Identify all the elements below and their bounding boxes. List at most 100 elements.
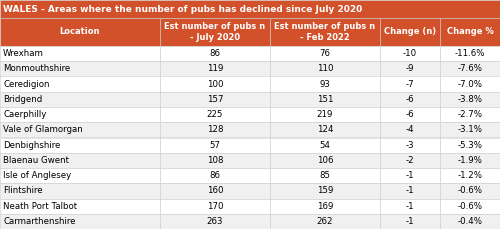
Text: -3.8%: -3.8% (458, 95, 482, 104)
Bar (0, 199, 160, 214)
Text: Est number of pubs n
- Feb 2022: Est number of pubs n - Feb 2022 (274, 22, 376, 42)
Text: WALES - Areas where the number of pubs has declined since July 2020: WALES - Areas where the number of pubs h… (3, 5, 362, 14)
Text: -7.6%: -7.6% (458, 64, 482, 73)
Text: -6: -6 (406, 95, 414, 104)
Bar (160, 107, 270, 122)
Text: 169: 169 (317, 202, 333, 211)
Bar (380, 92, 440, 107)
Text: -1: -1 (406, 217, 414, 226)
Bar (440, 183, 500, 199)
Bar (0, 61, 160, 76)
Text: 263: 263 (207, 217, 223, 226)
Text: 159: 159 (317, 186, 333, 195)
Bar (380, 61, 440, 76)
Bar (380, 214, 440, 229)
Bar (0, 0, 500, 18)
Text: Wrexham: Wrexham (3, 49, 44, 58)
Bar (0, 18, 160, 46)
Text: Monmouthshire: Monmouthshire (3, 64, 70, 73)
Bar (270, 18, 380, 46)
Bar (380, 107, 440, 122)
Bar (160, 168, 270, 183)
Bar (380, 46, 440, 61)
Bar (380, 137, 440, 153)
Bar (160, 61, 270, 76)
Text: Carmarthenshire: Carmarthenshire (3, 217, 76, 226)
Text: 54: 54 (320, 141, 330, 150)
Text: 85: 85 (320, 171, 330, 180)
Bar (440, 122, 500, 137)
Text: -0.4%: -0.4% (458, 217, 482, 226)
Text: 170: 170 (207, 202, 223, 211)
Bar (270, 183, 380, 199)
Bar (160, 137, 270, 153)
Text: -9: -9 (406, 64, 414, 73)
Text: -7: -7 (406, 80, 414, 89)
Text: Location: Location (60, 27, 100, 36)
Text: -10: -10 (403, 49, 417, 58)
Bar (270, 76, 380, 92)
Text: 86: 86 (210, 171, 220, 180)
Text: 157: 157 (207, 95, 223, 104)
Text: Change %: Change % (446, 27, 494, 36)
Text: 219: 219 (317, 110, 333, 119)
Text: -1: -1 (406, 186, 414, 195)
Text: -2: -2 (406, 156, 414, 165)
Text: 57: 57 (210, 141, 220, 150)
Bar (380, 76, 440, 92)
Bar (440, 76, 500, 92)
Bar (0, 76, 160, 92)
Bar (160, 122, 270, 137)
Text: 100: 100 (207, 80, 223, 89)
Bar (160, 183, 270, 199)
Text: Vale of Glamorgan: Vale of Glamorgan (3, 125, 83, 134)
Text: Flintshire: Flintshire (3, 186, 42, 195)
Bar (440, 168, 500, 183)
Text: Est number of pubs n
- July 2020: Est number of pubs n - July 2020 (164, 22, 266, 42)
Bar (380, 153, 440, 168)
Text: 151: 151 (317, 95, 333, 104)
Bar (160, 46, 270, 61)
Bar (380, 183, 440, 199)
Text: -0.6%: -0.6% (458, 202, 482, 211)
Text: -1.9%: -1.9% (458, 156, 482, 165)
Bar (440, 107, 500, 122)
Bar (160, 214, 270, 229)
Text: -7.0%: -7.0% (458, 80, 482, 89)
Bar (270, 153, 380, 168)
Bar (440, 199, 500, 214)
Text: -6: -6 (406, 110, 414, 119)
Text: -2.7%: -2.7% (458, 110, 482, 119)
Text: Bridgend: Bridgend (3, 95, 42, 104)
Text: -1: -1 (406, 171, 414, 180)
Text: Neath Port Talbot: Neath Port Talbot (3, 202, 77, 211)
Bar (0, 92, 160, 107)
Bar (160, 92, 270, 107)
Text: 160: 160 (207, 186, 223, 195)
Text: 76: 76 (320, 49, 330, 58)
Bar (380, 122, 440, 137)
Text: Caerphilly: Caerphilly (3, 110, 46, 119)
Text: Blaenau Gwent: Blaenau Gwent (3, 156, 69, 165)
Bar (270, 107, 380, 122)
Text: 106: 106 (317, 156, 333, 165)
Text: Isle of Anglesey: Isle of Anglesey (3, 171, 71, 180)
Bar (270, 92, 380, 107)
Text: -3.1%: -3.1% (458, 125, 482, 134)
Bar (440, 137, 500, 153)
Bar (0, 168, 160, 183)
Bar (270, 214, 380, 229)
Text: 124: 124 (317, 125, 333, 134)
Bar (0, 153, 160, 168)
Text: -0.6%: -0.6% (458, 186, 482, 195)
Text: 128: 128 (207, 125, 223, 134)
Text: -4: -4 (406, 125, 414, 134)
Text: -11.6%: -11.6% (455, 49, 485, 58)
Bar (270, 199, 380, 214)
Text: 110: 110 (317, 64, 333, 73)
Text: 93: 93 (320, 80, 330, 89)
Text: Denbighshire: Denbighshire (3, 141, 60, 150)
Bar (270, 122, 380, 137)
Text: -1.2%: -1.2% (458, 171, 482, 180)
Bar (0, 183, 160, 199)
